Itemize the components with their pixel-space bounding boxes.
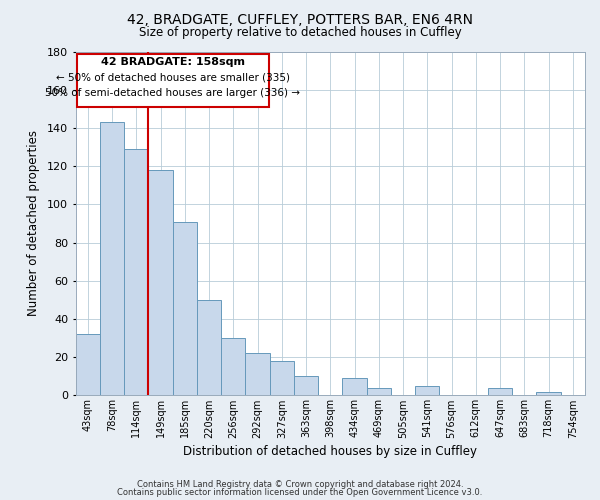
Text: 42 BRADGATE: 158sqm: 42 BRADGATE: 158sqm [101, 57, 245, 67]
Text: Contains HM Land Registry data © Crown copyright and database right 2024.: Contains HM Land Registry data © Crown c… [137, 480, 463, 489]
Bar [124, 149, 148, 396]
Bar [245, 354, 270, 396]
Bar [76, 334, 100, 396]
Bar [343, 378, 367, 396]
Bar [197, 300, 221, 396]
Y-axis label: Number of detached properties: Number of detached properties [27, 130, 40, 316]
Text: Contains public sector information licensed under the Open Government Licence v3: Contains public sector information licen… [118, 488, 482, 497]
Bar [415, 386, 439, 396]
Bar [488, 388, 512, 396]
Bar [294, 376, 318, 396]
Bar [536, 392, 561, 396]
Bar [173, 222, 197, 396]
Text: ← 50% of detached houses are smaller (335): ← 50% of detached houses are smaller (33… [56, 72, 290, 83]
Bar [270, 361, 294, 396]
Bar [221, 338, 245, 396]
Text: 50% of semi-detached houses are larger (336) →: 50% of semi-detached houses are larger (… [45, 88, 300, 98]
FancyBboxPatch shape [77, 54, 269, 107]
X-axis label: Distribution of detached houses by size in Cuffley: Distribution of detached houses by size … [184, 444, 478, 458]
Bar [148, 170, 173, 396]
Text: Size of property relative to detached houses in Cuffley: Size of property relative to detached ho… [139, 26, 461, 39]
Text: 42, BRADGATE, CUFFLEY, POTTERS BAR, EN6 4RN: 42, BRADGATE, CUFFLEY, POTTERS BAR, EN6 … [127, 12, 473, 26]
Bar [367, 388, 391, 396]
Bar [100, 122, 124, 396]
